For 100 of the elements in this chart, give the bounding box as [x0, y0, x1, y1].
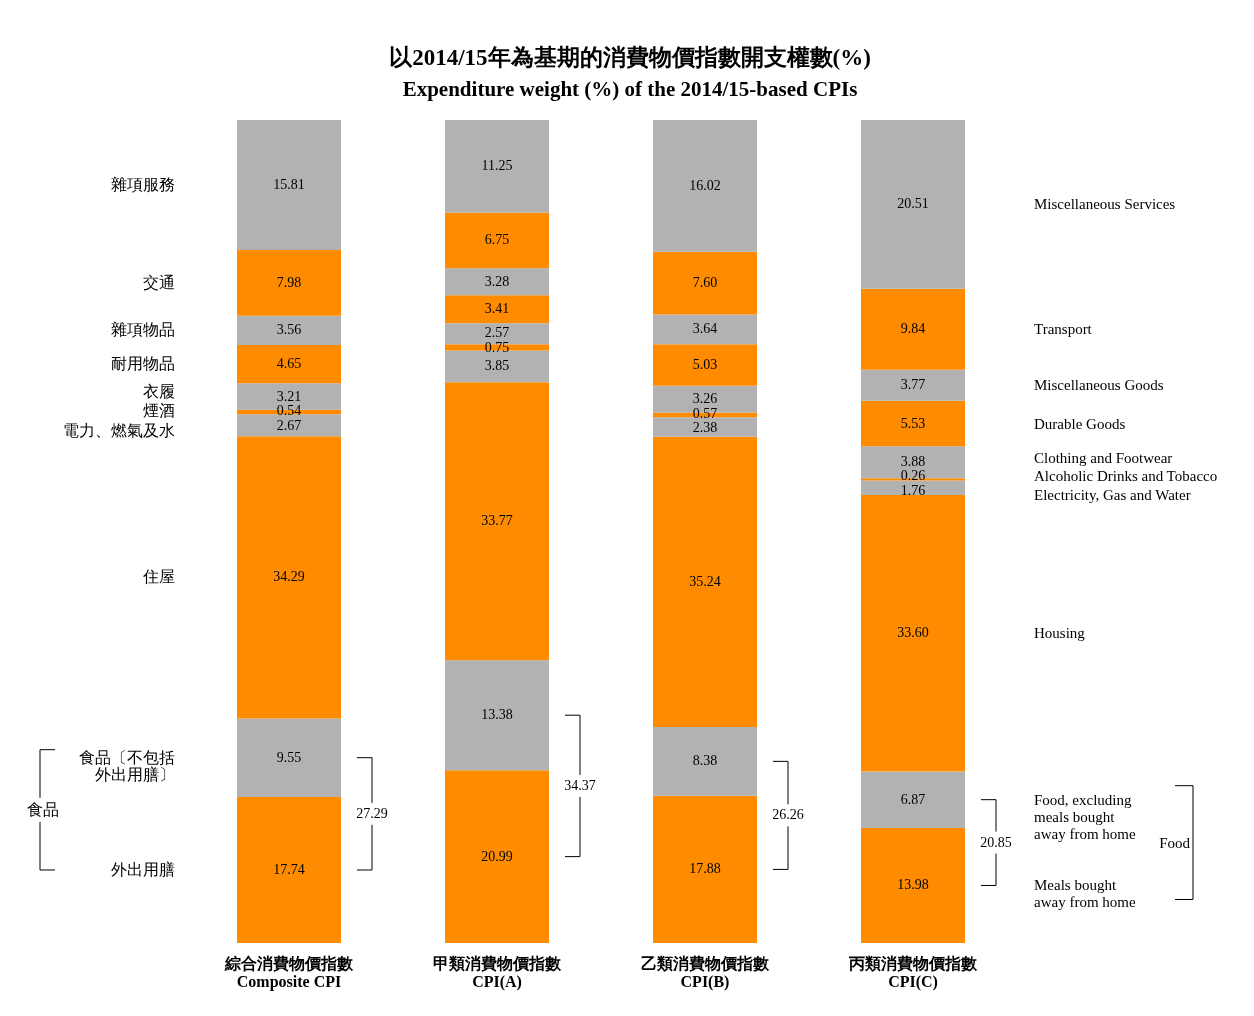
bar: [861, 369, 965, 401]
data-label: 2.57: [484, 325, 510, 341]
x-tick-label: 丙類消費物價指數 CPI(C): [848, 954, 978, 991]
x-tick-label: 綜合消費物價指數 Composite CPI: [224, 954, 354, 991]
text: 雜項服務: [111, 175, 175, 195]
data-label: 33.77: [481, 513, 513, 529]
data-label: 7.60: [692, 275, 718, 291]
text: Food, excluding meals bought away from home: [1034, 791, 1136, 842]
text: Miscellaneous Goods: [1034, 377, 1164, 394]
data-label: 17.74: [273, 862, 305, 877]
bar: [653, 417, 757, 437]
bar: [237, 414, 341, 437]
text: 雜項物品: [111, 320, 175, 340]
bar: [445, 660, 549, 771]
data-label: 15.81: [273, 177, 305, 193]
data-label: 5.53: [900, 415, 926, 431]
bar: [445, 344, 549, 351]
bar: [445, 350, 549, 383]
bar: [445, 120, 549, 213]
text: Transport: [1034, 321, 1093, 338]
data-label: 3.64: [692, 321, 718, 337]
data-label: 7.98: [276, 274, 302, 290]
data-label: 3.85: [484, 358, 510, 374]
data-label: 17.88: [689, 861, 721, 877]
data-label: 35.24: [689, 573, 721, 589]
data-label: 3.26: [692, 391, 718, 407]
text: Electricity, Gas and Water: [1034, 487, 1191, 504]
text: Clothing and Footwear: [1034, 449, 1173, 466]
x-tick-label: 乙類消費物價指數 CPI(B): [641, 954, 770, 991]
bar: [861, 400, 965, 447]
text: 外出用膳: [111, 860, 175, 879]
data-label: 9.84: [900, 321, 926, 337]
data-label: 33.60: [897, 625, 929, 641]
bar: [861, 494, 965, 772]
data-label: 34.29: [273, 569, 305, 585]
data-label: 3.41: [484, 301, 510, 317]
text: Miscellaneous Services: [1034, 196, 1176, 213]
bar: [237, 315, 341, 346]
bar: [653, 436, 757, 727]
bar: [653, 344, 757, 386]
text: Meals bought away from home: [1034, 877, 1136, 911]
chart-title: 以2014/15年為基期的消費物價指數開支權數(%): [389, 45, 871, 70]
bar: [445, 295, 549, 324]
data-label: 5.03: [692, 357, 718, 373]
bar: [445, 382, 549, 661]
text: 住屋: [142, 567, 175, 587]
text: 衣履: [143, 381, 175, 401]
data-label: 13.38: [481, 707, 513, 723]
bar: [445, 212, 549, 269]
chart-subtitle: Expenditure weight (%) of the 2014/15-based CPIs: [402, 77, 858, 101]
bar: [237, 436, 341, 719]
bar: [237, 345, 341, 384]
text: Alcoholic Drinks and Tobacco: [1034, 468, 1218, 485]
data-label: 6.87: [900, 791, 926, 807]
data-label: 1.76: [900, 482, 926, 498]
data-label: 8.38: [692, 753, 718, 769]
data-label: 9.55: [276, 749, 302, 765]
bar: [653, 120, 757, 252]
text: Housing: [1034, 625, 1086, 642]
x-tick-label: 甲類消費物價指數 CPI(A): [433, 954, 562, 991]
data-label: 3.88: [900, 454, 926, 470]
bar: [237, 718, 341, 797]
bar: [861, 446, 965, 479]
data-label: 4.65: [276, 356, 302, 372]
annotation: 20.85: [980, 834, 1012, 850]
bar: [445, 770, 549, 943]
bar: [653, 314, 757, 345]
text: 耐用物品: [111, 354, 175, 374]
data-label: 13.98: [897, 877, 929, 893]
bar: [653, 251, 757, 315]
bar: [861, 480, 965, 495]
data-label: 3.28: [484, 273, 510, 289]
annotation: 27.29: [356, 805, 388, 821]
text: 食品: [27, 799, 59, 819]
annotation: 26.26: [772, 807, 804, 823]
text: 食品〔不包括外出用膳〕: [79, 747, 175, 784]
bar: [861, 771, 965, 828]
annotation: 34.37: [564, 777, 596, 793]
data-label: 2.38: [692, 420, 718, 436]
data-label: 11.25: [481, 158, 513, 174]
bar: [653, 726, 757, 796]
data-label: 20.51: [897, 196, 929, 212]
bar: [445, 268, 549, 296]
data-label: 16.02: [689, 177, 721, 193]
text: Food: [1159, 834, 1191, 851]
data-label: 3.56: [276, 322, 302, 338]
bar: [237, 120, 341, 251]
data-label: 0.57: [692, 405, 718, 421]
text: 電力、燃氣及水: [63, 420, 175, 440]
bar: [653, 795, 757, 943]
data-label: 6.75: [484, 232, 510, 248]
bar: [861, 120, 965, 289]
bar: [861, 827, 965, 943]
text: 交通: [143, 272, 175, 292]
data-label: 20.99: [481, 848, 513, 864]
text: 煙酒: [143, 401, 175, 421]
text: Durable Goods: [1034, 415, 1126, 432]
data-label: 2.67: [276, 417, 302, 433]
data-label: 3.77: [900, 377, 926, 393]
bar: [861, 288, 965, 370]
